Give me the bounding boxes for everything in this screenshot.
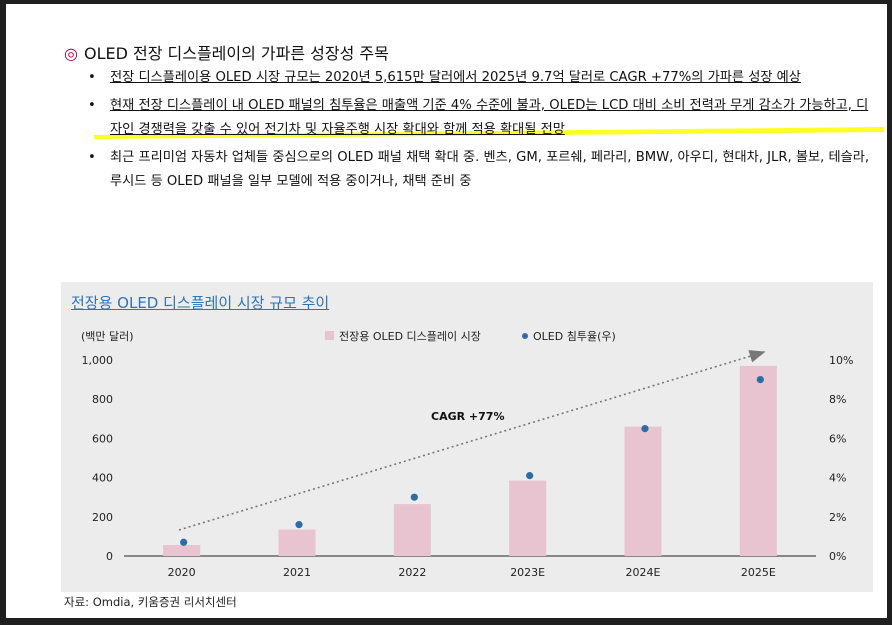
chart-title: 전장용 OLED 디스플레이 시장 규모 추이 [71, 294, 330, 312]
cagr-annotation: CAGR +77% [431, 410, 504, 423]
legend-bar-swatch [325, 331, 334, 340]
penetration-dot [756, 376, 764, 384]
left-y-tick-label: 0 [106, 550, 113, 563]
x-tick-label: 2025E [741, 566, 776, 579]
penetration-dot [526, 472, 534, 480]
penetration-dot [295, 521, 303, 529]
right-y-tick-label: 4% [829, 472, 846, 485]
left-y-tick-label: 800 [92, 393, 113, 406]
x-tick-label: 2024E [626, 566, 661, 579]
left-y-tick-label: 1,000 [82, 354, 114, 367]
double-circle-icon: ◎ [64, 44, 78, 63]
penetration-dot [641, 425, 649, 433]
penetration-dot [180, 538, 188, 546]
cagr-arrow [178, 350, 766, 531]
bar [739, 365, 777, 556]
report-page: ◎ OLED 전장 디스플레이의 가파른 성장성 주목 전장 디스플레이용 OLE… [6, 4, 887, 618]
x-tick-label: 2020 [168, 566, 196, 579]
bullet-list: 전장 디스플레이용 OLED 시장 규모는 2020년 5,615만 달러에서 … [86, 66, 876, 198]
x-tick-label: 2023E [510, 566, 545, 579]
bar [163, 545, 201, 556]
heading-title: OLED 전장 디스플레이의 가파른 성장성 주목 [83, 44, 389, 63]
right-y-tick-label: 2% [829, 511, 846, 524]
bar [278, 529, 316, 556]
left-y-tick-label: 200 [92, 511, 113, 524]
left-axis-unit: (백만 달러) [81, 330, 134, 343]
left-y-tick-label: 600 [92, 432, 113, 445]
bullet-item: 전장 디스플레이용 OLED 시장 규모는 2020년 5,615만 달러에서 … [86, 66, 876, 90]
left-y-tick-label: 400 [92, 472, 113, 485]
section-heading: ◎ OLED 전장 디스플레이의 가파른 성장성 주목 [64, 40, 389, 64]
x-tick-label: 2022 [398, 566, 426, 579]
bullet-item: 최근 프리미엄 자동차 업체들 중심으로의 OLED 패널 채택 확대 중. 벤… [86, 146, 876, 194]
x-tick-label: 2021 [283, 566, 311, 579]
legend-bar-label: 전장용 OLED 디스플레이 시장 [339, 330, 481, 343]
legend-dot-label: OLED 침투율(우) [533, 330, 616, 343]
penetration-dot [410, 493, 418, 501]
chart-svg: (백만 달러) 전장용 OLED 디스플레이 시장 OLED 침투율(우) 0 2… [81, 330, 853, 579]
right-y-tick-label: 6% [829, 432, 846, 445]
right-y-tick-label: 0% [829, 550, 846, 563]
right-y-tick-label: 8% [829, 393, 846, 406]
bar [393, 504, 431, 556]
bullet-item: 현재 전장 디스플레이 내 OLED 패널의 침투율은 매출액 기준 4% 수준… [86, 94, 876, 142]
right-y-tick-label: 10% [829, 354, 853, 367]
bar [624, 426, 662, 556]
bar [509, 480, 547, 556]
chart-panel: 전장용 OLED 디스플레이 시장 규모 추이 (백만 달러) 전장용 OLED… [61, 282, 873, 592]
source-note: 자료: Omdia, 키움증권 리서치센터 [64, 595, 237, 609]
legend-dot-swatch [522, 333, 528, 339]
